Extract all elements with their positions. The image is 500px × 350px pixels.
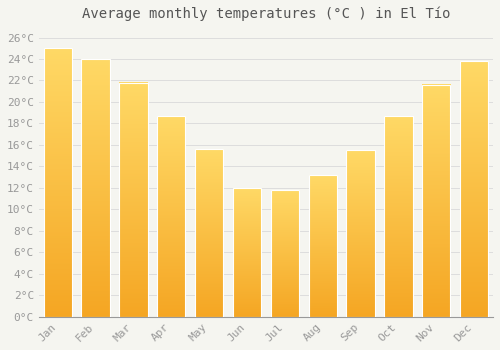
Title: Average monthly temperatures (°C ) in El Tío: Average monthly temperatures (°C ) in El…: [82, 7, 450, 21]
Bar: [233, 188, 261, 317]
Bar: [422, 85, 450, 317]
Bar: [346, 150, 375, 317]
Bar: [157, 116, 186, 317]
Bar: [82, 59, 110, 317]
Bar: [119, 83, 148, 317]
Bar: [270, 190, 299, 317]
Bar: [384, 116, 412, 317]
Bar: [308, 175, 337, 317]
Bar: [44, 48, 72, 317]
Bar: [195, 149, 224, 317]
Bar: [460, 61, 488, 317]
